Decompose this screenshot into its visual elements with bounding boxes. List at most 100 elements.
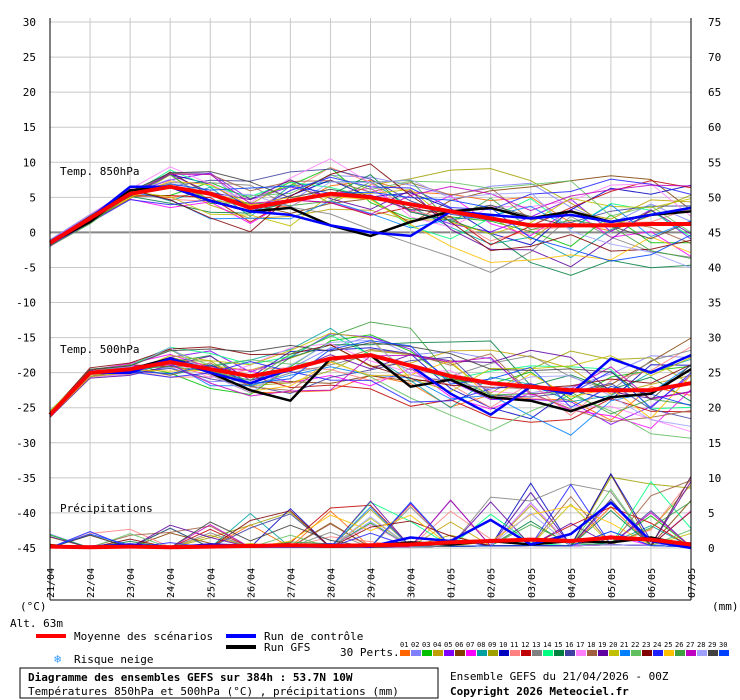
pert-swatch <box>664 650 674 656</box>
pert-number: 10 <box>499 641 507 649</box>
left-tick-label: -20 <box>16 367 36 380</box>
run-info: Ensemble GEFS du 21/04/2026 - 00Z <box>450 670 669 683</box>
right-tick-label: 10 <box>708 472 721 485</box>
date-tick-label: 05/05 <box>607 568 618 598</box>
left-tick-label: -15 <box>16 332 36 345</box>
t850-member-line <box>49 173 692 242</box>
pert-swatch <box>499 650 509 656</box>
left-axis-unit: (°C) <box>20 600 47 613</box>
date-tick-label: 28/04 <box>326 568 337 598</box>
t500-member-line <box>49 321 692 415</box>
altitude-label: Alt. 63m <box>10 617 63 630</box>
right-tick-label: 70 <box>708 51 721 64</box>
left-tick-label: -30 <box>16 437 36 450</box>
t850-member-line <box>49 173 692 276</box>
t850-member-line <box>49 168 692 244</box>
t500-member-line <box>49 340 692 414</box>
legend-perts-label: 30 Perts. <box>340 646 400 659</box>
t850-control-line <box>49 185 692 244</box>
pert-number: 18 <box>587 641 595 649</box>
right-tick-label: 30 <box>708 332 721 345</box>
pert-swatch <box>631 650 641 656</box>
left-tick-label: 0 <box>29 226 36 239</box>
axes: 302520151050-5-10-15-20-25-30-35-40-4575… <box>16 16 721 601</box>
pert-number: 05 <box>444 641 452 649</box>
pert-swatch <box>587 650 597 656</box>
t850-member-line <box>49 163 692 252</box>
left-tick-label: 10 <box>23 156 36 169</box>
right-tick-label: 40 <box>708 261 721 274</box>
snowflake-icon: ❄ <box>54 652 61 666</box>
right-tick-label: 5 <box>708 507 715 520</box>
pert-number: 03 <box>422 641 430 649</box>
pert-number: 14 <box>543 641 551 649</box>
t850-member-line <box>49 178 692 269</box>
pert-swatch <box>653 650 663 656</box>
t850-member-line <box>49 180 692 246</box>
pert-swatch <box>422 650 432 656</box>
pert-number: 13 <box>532 641 540 649</box>
t850-panel-label: Temp. 850hPa <box>60 165 139 178</box>
pert-swatch <box>543 650 553 656</box>
legend-mean-label: Moyenne des scénarios <box>74 630 213 643</box>
t500-member-line <box>49 342 692 416</box>
t850-member-line <box>49 188 692 246</box>
left-tick-label: 5 <box>29 191 36 204</box>
date-tick-label: 25/04 <box>206 568 217 598</box>
right-tick-label: 55 <box>708 156 721 169</box>
pert-swatch <box>400 650 410 656</box>
chart-subtitle: Températures 850hPa et 500hPa (°C) , pré… <box>28 685 399 698</box>
pert-number: 16 <box>565 641 573 649</box>
left-tick-label: -25 <box>16 402 36 415</box>
pert-swatch <box>609 650 619 656</box>
right-tick-label: 50 <box>708 191 721 204</box>
pert-swatch <box>620 650 630 656</box>
main-series <box>48 184 692 550</box>
pert-number: 09 <box>488 641 496 649</box>
date-tick-label: 26/04 <box>246 568 257 598</box>
date-tick-label: 24/04 <box>166 568 177 598</box>
t850-member-line <box>49 172 692 243</box>
left-tick-label: 30 <box>23 16 36 29</box>
right-tick-label: 0 <box>708 542 715 555</box>
pert-swatch <box>477 650 487 656</box>
pert-swatch <box>554 650 564 656</box>
t500-mean-line <box>48 353 692 417</box>
pert-number: 11 <box>510 641 518 649</box>
pert-number: 28 <box>697 641 705 649</box>
right-tick-label: 25 <box>708 367 721 380</box>
left-tick-label: 20 <box>23 86 36 99</box>
pert-number: 20 <box>609 641 617 649</box>
pert-number: 27 <box>686 641 694 649</box>
date-tick-label: 30/04 <box>407 568 418 598</box>
pert-number: 21 <box>620 641 628 649</box>
pert-number: 29 <box>708 641 716 649</box>
left-tick-label: 25 <box>23 51 36 64</box>
right-tick-label: 35 <box>708 297 721 310</box>
legend: Moyenne des scénarios Run de contrôle Ru… <box>36 630 729 666</box>
footer: Diagramme des ensembles GEFS sur 384h : … <box>19 667 669 699</box>
pert-number: 30 <box>719 641 727 649</box>
left-tick-label: -35 <box>16 472 36 485</box>
precip-panel-label: Précipitations <box>60 502 153 515</box>
date-tick-label: 07/05 <box>687 568 698 598</box>
left-tick-label: -40 <box>16 507 36 520</box>
t500-member-line <box>49 349 692 418</box>
right-tick-label: 15 <box>708 437 721 450</box>
left-tick-label: -45 <box>16 542 36 555</box>
precip-member-line <box>49 483 692 549</box>
pert-swatch <box>510 650 520 656</box>
pert-swatch <box>466 650 476 656</box>
date-tick-label: 23/04 <box>126 568 137 598</box>
t500-member-line <box>49 360 692 417</box>
pert-swatch <box>455 650 465 656</box>
pert-swatch <box>675 650 685 656</box>
pert-swatch <box>576 650 586 656</box>
t500-panel-label: Temp. 500hPa <box>60 343 139 356</box>
date-tick-label: 01/05 <box>447 568 458 598</box>
date-tick-label: 22/04 <box>86 568 97 598</box>
pert-swatch <box>642 650 652 656</box>
t500-member-line <box>49 360 692 420</box>
pert-number: 24 <box>653 641 661 649</box>
